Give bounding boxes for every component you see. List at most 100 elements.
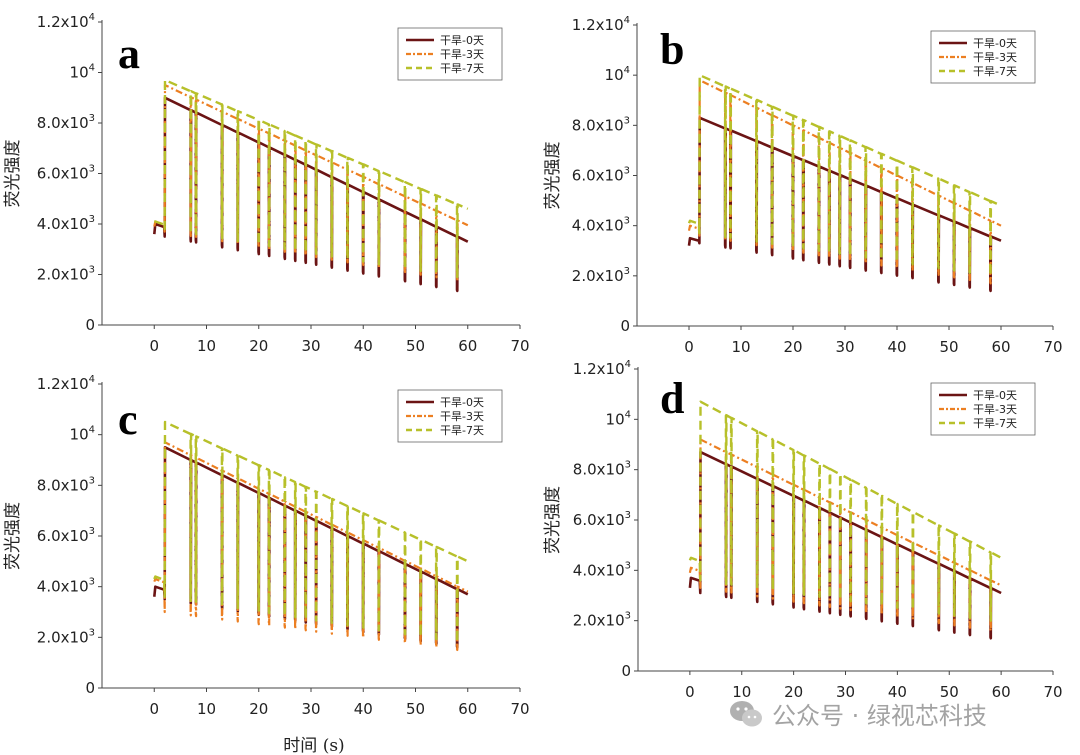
y-tick-label: 104: [605, 65, 630, 84]
x-tick-label: 10: [197, 700, 216, 718]
y-tick-label: 0: [620, 317, 630, 335]
y-tick-label: 4.0x103: [37, 577, 95, 596]
legend-label: 干旱-7天: [973, 65, 1017, 78]
x-tick-label: 20: [783, 338, 802, 356]
y-tick-label: 0: [621, 662, 631, 680]
y-tick-label: 2.0x103: [37, 265, 95, 284]
series-line-d0: [687, 116, 1002, 293]
x-tick-label: 30: [301, 337, 320, 355]
y-tick-label: 8.0x103: [37, 475, 95, 494]
y-tick-label: 2.0x103: [37, 627, 95, 646]
x-tick-label: 30: [835, 338, 854, 356]
y-axis-label: 荧光强度: [543, 486, 563, 554]
y-tick-label: 0: [85, 316, 95, 334]
legend-label: 干旱-3天: [440, 410, 484, 423]
x-tick-label: 0: [149, 337, 159, 355]
x-tick-label: 40: [354, 700, 373, 718]
legend-label: 干旱-7天: [440, 62, 484, 75]
y-tick-label: 104: [70, 63, 95, 82]
series-line-d7: [687, 74, 1002, 277]
x-tick-label: 40: [888, 683, 907, 701]
x-tick-label: 10: [732, 683, 751, 701]
x-tick-label: 40: [887, 338, 906, 356]
x-tick-label: 0: [684, 338, 694, 356]
legend-label: 干旱-0天: [973, 389, 1017, 402]
series-line-d7: [154, 78, 469, 279]
watermark-text: 公众号 · 绿视芯科技: [772, 702, 987, 730]
y-tick-label: 6.0x103: [37, 164, 95, 183]
x-tick-label: 40: [354, 337, 373, 355]
panel-label: b: [660, 25, 684, 74]
x-tick-label: 70: [510, 337, 529, 355]
legend-label: 干旱-3天: [973, 51, 1017, 64]
x-tick-label: 20: [784, 683, 803, 701]
wechat-icon: [730, 700, 762, 726]
legend-box: [397, 389, 503, 443]
x-tick-label: 50: [939, 338, 958, 356]
x-tick-label: 0: [149, 700, 159, 718]
x-tick-label: 10: [731, 338, 750, 356]
y-axis-label: 荧光强度: [543, 142, 563, 210]
y-tick-label: 1.2x104: [573, 359, 631, 378]
legend-label: 干旱-3天: [440, 48, 484, 61]
x-tick-label: 70: [1043, 338, 1062, 356]
legend-box: [930, 382, 1036, 436]
y-tick-label: 1.2x104: [37, 12, 95, 31]
y-tick-label: 2.0x103: [572, 266, 630, 285]
x-tick-label: 50: [406, 700, 425, 718]
legend-label: 干旱-7天: [440, 424, 484, 437]
x-tick-label: 70: [1043, 683, 1062, 701]
y-tick-label: 8.0x103: [573, 460, 631, 479]
x-tick-label: 20: [249, 700, 268, 718]
series-line-d0: [153, 446, 469, 649]
series-line-d0: [688, 450, 1002, 640]
y-tick-label: 4.0x103: [37, 214, 95, 233]
x-tick-label: 20: [249, 337, 268, 355]
chart-panel-d: 0 10 20 30 40 50 60 70 0 2.0x103 4.0x103 6.0x103 8.0…: [283, 359, 1062, 755]
x-tick-label: 60: [991, 338, 1010, 356]
y-tick-label: 8.0x103: [572, 115, 630, 134]
series-line-d3: [153, 441, 469, 652]
y-tick-label: 4.0x103: [573, 560, 631, 579]
series-line-d0: [153, 96, 469, 293]
x-tick-label: 10: [197, 337, 216, 355]
series-line-d7: [153, 420, 469, 644]
y-tick-label: 8.0x103: [37, 113, 95, 132]
x-tick-label: 50: [940, 683, 959, 701]
y-tick-label: 6.0x103: [573, 510, 631, 529]
x-tick-label: 50: [406, 337, 425, 355]
y-tick-label: 1.2x104: [572, 15, 630, 34]
x-tick-label: 30: [301, 700, 320, 718]
x-tick-label: 30: [836, 683, 855, 701]
panel-label: a: [118, 29, 140, 78]
y-axis-label: 荧光强度: [3, 140, 23, 208]
x-tick-label: 70: [510, 700, 529, 718]
y-tick-label: 104: [70, 425, 95, 444]
y-axis-label: 荧光强度: [3, 502, 23, 570]
chart-panel-a: 0 10 20 30 40 50 60 70 0 2.0x103 4.0x103 6.0x103 8.0…: [3, 12, 530, 355]
legend-label: 干旱-0天: [440, 396, 484, 409]
y-tick-label: 104: [606, 409, 631, 428]
series-line-d3: [688, 438, 1002, 632]
legend-label: 干旱-7天: [973, 417, 1017, 430]
series-line-d3: [153, 84, 469, 282]
legend-box: [397, 27, 503, 81]
legend-label: 干旱-3天: [973, 403, 1017, 416]
y-tick-label: 4.0x103: [572, 216, 630, 235]
series-line-d7: [688, 400, 1002, 622]
chart-panel-b: 0 10 20 30 40 50 60 70 0 2.0x103 4.0x103 6.0x103 8.0…: [543, 15, 1063, 356]
legend-box: [930, 30, 1036, 84]
chart-panel-c: 0 10 20 30 40 50 60 70 0 2.0x103 4.0x103 6.0x103 8.0…: [3, 374, 530, 718]
panel-label: d: [660, 374, 684, 423]
watermark: 公众号 · 绿视芯科技: [728, 696, 987, 731]
y-tick-label: 1.2x104: [37, 374, 95, 393]
legend-label: 干旱-0天: [440, 34, 484, 47]
x-axis-label: 时间 (s): [283, 736, 344, 755]
y-tick-label: 6.0x103: [37, 526, 95, 545]
x-tick-label: 0: [685, 683, 695, 701]
x-tick-label: 60: [458, 337, 477, 355]
x-tick-label: 60: [992, 683, 1011, 701]
legend-label: 干旱-0天: [973, 37, 1017, 50]
series-line-d3: [687, 79, 1002, 285]
